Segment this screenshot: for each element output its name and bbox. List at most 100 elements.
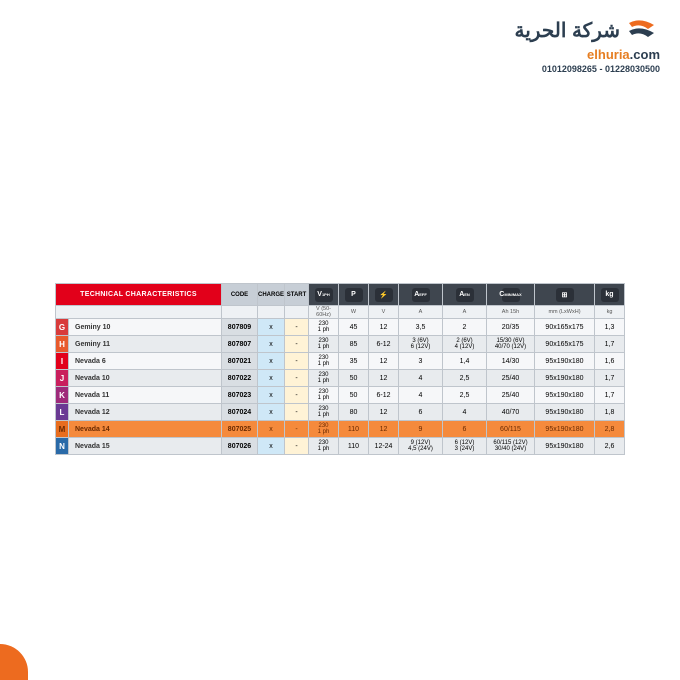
cell-I-dim: 95x190x180: [535, 353, 595, 370]
unit-0: V (50-60Hz): [309, 306, 339, 319]
cell-K-dim: 95x190x180: [535, 387, 595, 404]
hdr-code: CODE: [221, 284, 257, 306]
cell-G-v: 2301 ph: [309, 319, 339, 336]
hdr-icon-0: V1PH: [309, 284, 339, 306]
row-name-N: Nevada 15: [69, 438, 222, 455]
row-start-J: -: [285, 370, 309, 387]
row-name-K: Nevada 11: [69, 387, 222, 404]
corner-accent: [0, 644, 28, 680]
cell-L-kg: 1,8: [595, 404, 625, 421]
cell-J-kg: 1,7: [595, 370, 625, 387]
cell-N-v: 2301 ph: [309, 438, 339, 455]
cell-H-w: 85: [339, 336, 369, 353]
hdr-title: TECHNICAL CHARACTERISTICS: [56, 284, 222, 306]
cell-K-w: 50: [339, 387, 369, 404]
unit-4: A: [443, 306, 487, 319]
cell-G-aeff: 3,5: [399, 319, 443, 336]
cell-I-c: 14/30: [487, 353, 535, 370]
cell-N-aen: 6 (12V)3 (24V): [443, 438, 487, 455]
cell-J-dim: 95x190x180: [535, 370, 595, 387]
row-code-H: 807807: [221, 336, 257, 353]
cell-J-c: 25/40: [487, 370, 535, 387]
hdr-icon-1: P: [339, 284, 369, 306]
row-start-K: -: [285, 387, 309, 404]
cell-H-dim: 90x165x175: [535, 336, 595, 353]
row-name-L: Nevada 12: [69, 404, 222, 421]
row-charge-J: x: [257, 370, 284, 387]
cell-L-dim: 95x190x180: [535, 404, 595, 421]
cell-G-c: 20/35: [487, 319, 535, 336]
row-code-J: 807022: [221, 370, 257, 387]
unit-2: V: [369, 306, 399, 319]
cell-M-v: 2301 ph: [309, 421, 339, 438]
cell-K-aeff: 4: [399, 387, 443, 404]
cell-K-volt: 6-12: [369, 387, 399, 404]
company-url: elhuria.com: [515, 47, 660, 62]
unit-3: A: [399, 306, 443, 319]
row-charge-H: x: [257, 336, 284, 353]
cell-I-v: 2301 ph: [309, 353, 339, 370]
row-letter-H: H: [56, 336, 69, 353]
company-name: شركة الحرية: [515, 18, 620, 43]
swoosh-icon: [626, 15, 660, 45]
row-letter-N: N: [56, 438, 69, 455]
cell-J-w: 50: [339, 370, 369, 387]
cell-G-kg: 1,3: [595, 319, 625, 336]
hdr-charge: CHARGE: [257, 284, 284, 306]
table-header: TECHNICAL CHARACTERISTICSCODECHARGESTART…: [56, 284, 625, 319]
row-code-I: 807021: [221, 353, 257, 370]
cell-M-aeff: 9: [399, 421, 443, 438]
row-letter-L: L: [56, 404, 69, 421]
cell-L-v: 2301 ph: [309, 404, 339, 421]
row-start-H: -: [285, 336, 309, 353]
row-start-L: -: [285, 404, 309, 421]
hdr-icon-4: AEN: [443, 284, 487, 306]
cell-L-w: 80: [339, 404, 369, 421]
row-letter-J: J: [56, 370, 69, 387]
cell-G-w: 45: [339, 319, 369, 336]
cell-J-volt: 12: [369, 370, 399, 387]
cell-G-dim: 90x165x175: [535, 319, 595, 336]
cell-I-volt: 12: [369, 353, 399, 370]
row-name-H: Geminy 11: [69, 336, 222, 353]
row-charge-M: x: [257, 421, 284, 438]
cell-L-aen: 4: [443, 404, 487, 421]
row-charge-N: x: [257, 438, 284, 455]
row-start-M: -: [285, 421, 309, 438]
cell-N-kg: 2,6: [595, 438, 625, 455]
cell-H-v: 2301 ph: [309, 336, 339, 353]
row-letter-K: K: [56, 387, 69, 404]
cell-I-w: 35: [339, 353, 369, 370]
row-code-G: 807809: [221, 319, 257, 336]
cell-J-aeff: 4: [399, 370, 443, 387]
cell-K-c: 25/40: [487, 387, 535, 404]
company-phone: 01228030500 - 01012098265: [515, 64, 660, 74]
spec-table-wrap: TECHNICAL CHARACTERISTICSCODECHARGESTART…: [55, 283, 625, 455]
cell-N-volt: 12-24: [369, 438, 399, 455]
row-charge-L: x: [257, 404, 284, 421]
row-code-N: 807026: [221, 438, 257, 455]
cell-I-aen: 1,4: [443, 353, 487, 370]
cell-H-c: 15/30 (6V)40/70 (12V): [487, 336, 535, 353]
cell-M-aen: 6: [443, 421, 487, 438]
row-charge-K: x: [257, 387, 284, 404]
cell-L-volt: 12: [369, 404, 399, 421]
row-name-J: Nevada 10: [69, 370, 222, 387]
cell-H-aen: 2 (6V)4 (12V): [443, 336, 487, 353]
cell-M-dim: 95x190x180: [535, 421, 595, 438]
logo-block: شركة الحرية elhuria.com 01228030500 - 01…: [515, 15, 660, 74]
row-letter-M: M: [56, 421, 69, 438]
unit-6: mm (LxWxH): [535, 306, 595, 319]
cell-L-c: 40/70: [487, 404, 535, 421]
hdr-start: START: [285, 284, 309, 306]
row-code-L: 807024: [221, 404, 257, 421]
cell-M-volt: 12: [369, 421, 399, 438]
row-charge-G: x: [257, 319, 284, 336]
cell-N-w: 110: [339, 438, 369, 455]
cell-K-aen: 2,5: [443, 387, 487, 404]
cell-K-v: 2301 ph: [309, 387, 339, 404]
unit-7: kg: [595, 306, 625, 319]
spec-table: TECHNICAL CHARACTERISTICSCODECHARGESTART…: [55, 283, 625, 455]
table-body: GGeminy 10807809x-2301 ph45123,5220/3590…: [56, 319, 625, 455]
row-code-K: 807023: [221, 387, 257, 404]
